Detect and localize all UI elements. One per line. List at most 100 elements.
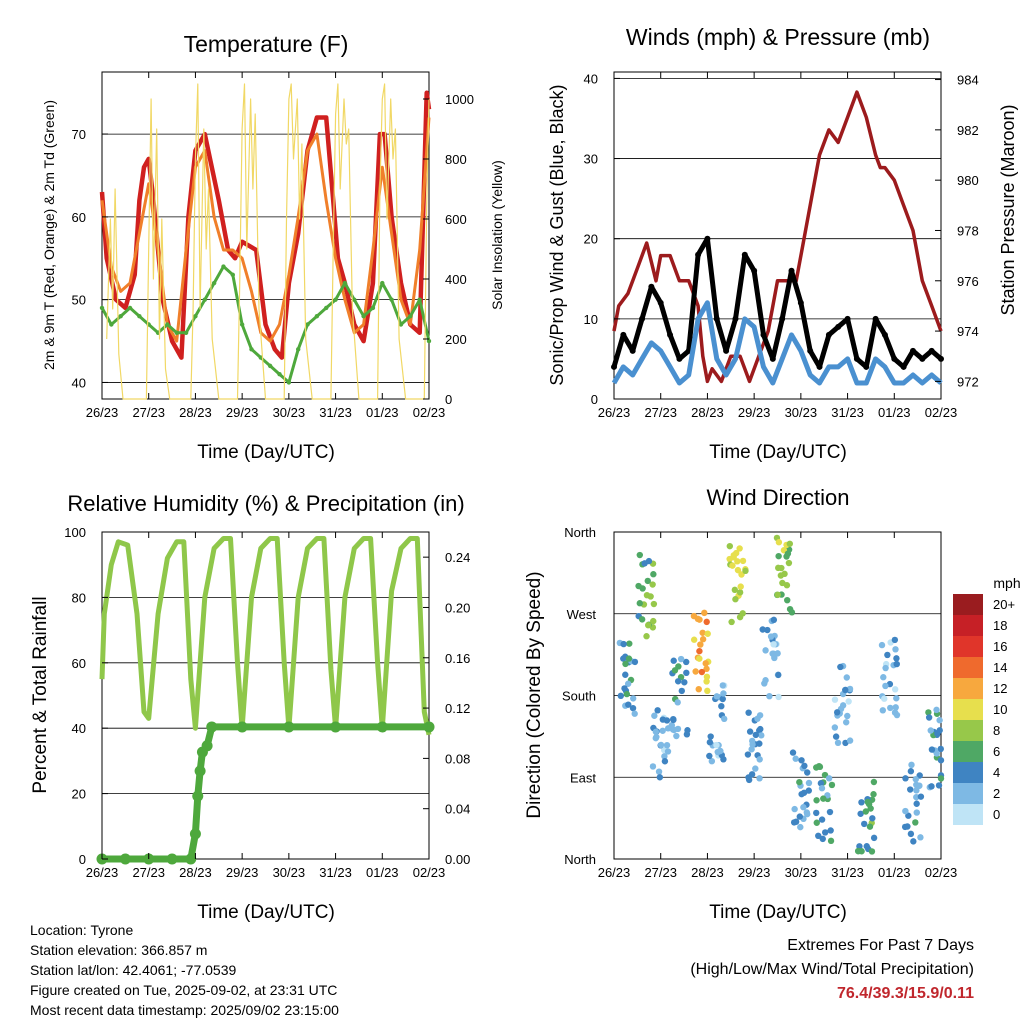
precip-point xyxy=(206,721,218,733)
dewpoint-point xyxy=(165,322,170,327)
y-tick-label: 0 xyxy=(591,392,598,407)
y-right-tick-label: 600 xyxy=(445,212,467,227)
temperature-series xyxy=(99,83,432,400)
dewpoint-point xyxy=(211,280,217,286)
x-tick-label: 02/23 xyxy=(925,865,958,880)
direction-point xyxy=(784,550,792,557)
direction-cluster xyxy=(726,542,749,626)
direction-point xyxy=(910,838,917,845)
direction-point xyxy=(659,716,667,723)
direction-point xyxy=(631,710,638,717)
direction-point xyxy=(732,596,739,603)
direction-point xyxy=(827,837,835,845)
gust-point xyxy=(779,315,786,322)
wind-direction-ylabel: Direction (Colored By Speed) xyxy=(524,571,545,818)
precip-point xyxy=(423,721,435,733)
direction-point xyxy=(696,647,703,655)
direction-point xyxy=(893,695,900,702)
x-tick-label: 28/23 xyxy=(691,865,724,880)
legend-swatch xyxy=(953,783,983,804)
direction-point xyxy=(868,848,876,855)
direction-point xyxy=(744,751,752,758)
precip-point xyxy=(330,721,342,733)
y-tick-label: North xyxy=(564,852,596,867)
temperature-ylabel-right: Solar Insolation (Yellow) xyxy=(489,160,505,310)
dewpoint-point xyxy=(202,297,207,302)
direction-point xyxy=(928,783,935,790)
wind-direction-axes: 26/23 27/23 28/23 29/23 30/23 31/23 01/23 02/23… xyxy=(562,525,957,880)
x-tick-label: 31/23 xyxy=(319,865,352,880)
gust-point xyxy=(751,267,758,274)
gust-point xyxy=(928,347,935,354)
gust-point xyxy=(900,363,907,370)
legend-label: 6 xyxy=(993,744,1000,759)
direction-cluster xyxy=(901,761,925,845)
legend-label: 0 xyxy=(993,807,1000,822)
temperature-ylabel: 2m & 9m T (Red, Orange) & 2m Td (Green) xyxy=(41,100,57,370)
direction-point xyxy=(904,823,911,830)
direction-point xyxy=(884,651,891,659)
direction-point xyxy=(870,778,878,786)
winds-title: Winds (mph) & Pressure (mb) xyxy=(626,24,930,50)
station-location: Location: Tyrone xyxy=(30,922,134,938)
direction-point xyxy=(625,655,633,662)
direction-point xyxy=(813,809,820,817)
dewpoint-point xyxy=(380,280,385,286)
direction-point xyxy=(820,795,827,802)
direction-point xyxy=(702,660,709,667)
direction-point xyxy=(805,779,813,787)
y-right-tick-label: 0.00 xyxy=(445,852,470,867)
direction-point xyxy=(804,769,811,776)
direction-point xyxy=(714,748,721,756)
y-right-tick-label: 982 xyxy=(957,123,979,138)
dewpoint-point xyxy=(324,305,329,311)
y-tick-label: 100 xyxy=(64,525,86,540)
direction-point xyxy=(654,707,661,714)
direction-point xyxy=(818,816,826,823)
y-right-tick-label: 0 xyxy=(445,392,452,407)
direction-point xyxy=(696,655,703,662)
x-tick-label: 27/23 xyxy=(132,405,165,420)
humidity-series xyxy=(96,536,435,865)
direction-point xyxy=(907,830,915,838)
x-tick-label: 26/23 xyxy=(86,405,119,420)
y-right-tick-label: 972 xyxy=(957,374,979,389)
series-line-0 xyxy=(612,90,943,384)
direction-point xyxy=(748,746,755,753)
dewpoint-point xyxy=(370,305,376,311)
y-right-tick-label: 984 xyxy=(957,73,979,88)
x-tick-label: 01/23 xyxy=(878,405,911,420)
gust-point xyxy=(816,363,823,370)
direction-point xyxy=(832,733,840,740)
legend-label: 10 xyxy=(993,702,1007,717)
direction-point xyxy=(882,682,889,690)
direction-point xyxy=(644,577,651,585)
legend-swatch xyxy=(953,678,983,699)
direction-point xyxy=(881,695,888,702)
gust-point xyxy=(844,315,851,322)
recent-timestamp: Most recent data timestamp: 2025/09/02 2… xyxy=(30,1002,339,1018)
direction-cluster xyxy=(854,778,878,855)
wind-direction-title: Wind Direction xyxy=(706,485,849,510)
direction-point xyxy=(703,618,710,626)
direction-point xyxy=(657,741,665,749)
x-tick-label: 29/23 xyxy=(738,865,771,880)
legend-label: 8 xyxy=(993,723,1000,738)
direction-point xyxy=(907,768,915,775)
dewpoint-point xyxy=(183,330,189,335)
precip-point xyxy=(194,765,206,777)
x-tick-label: 28/23 xyxy=(179,865,212,880)
direction-point xyxy=(652,728,660,735)
gust-point xyxy=(881,331,888,338)
winds-ylabel-right: Station Pressure (Maroon) xyxy=(998,104,1018,315)
dewpoint-point xyxy=(389,297,394,302)
direction-point xyxy=(674,725,682,733)
gust-point xyxy=(938,355,944,362)
direction-point xyxy=(937,757,945,764)
direction-point xyxy=(625,701,632,708)
direction-point xyxy=(815,762,823,770)
x-tick-label: 01/23 xyxy=(366,865,399,880)
direction-point xyxy=(707,733,714,740)
direction-point xyxy=(913,793,920,801)
y-tick-label: East xyxy=(570,770,596,785)
